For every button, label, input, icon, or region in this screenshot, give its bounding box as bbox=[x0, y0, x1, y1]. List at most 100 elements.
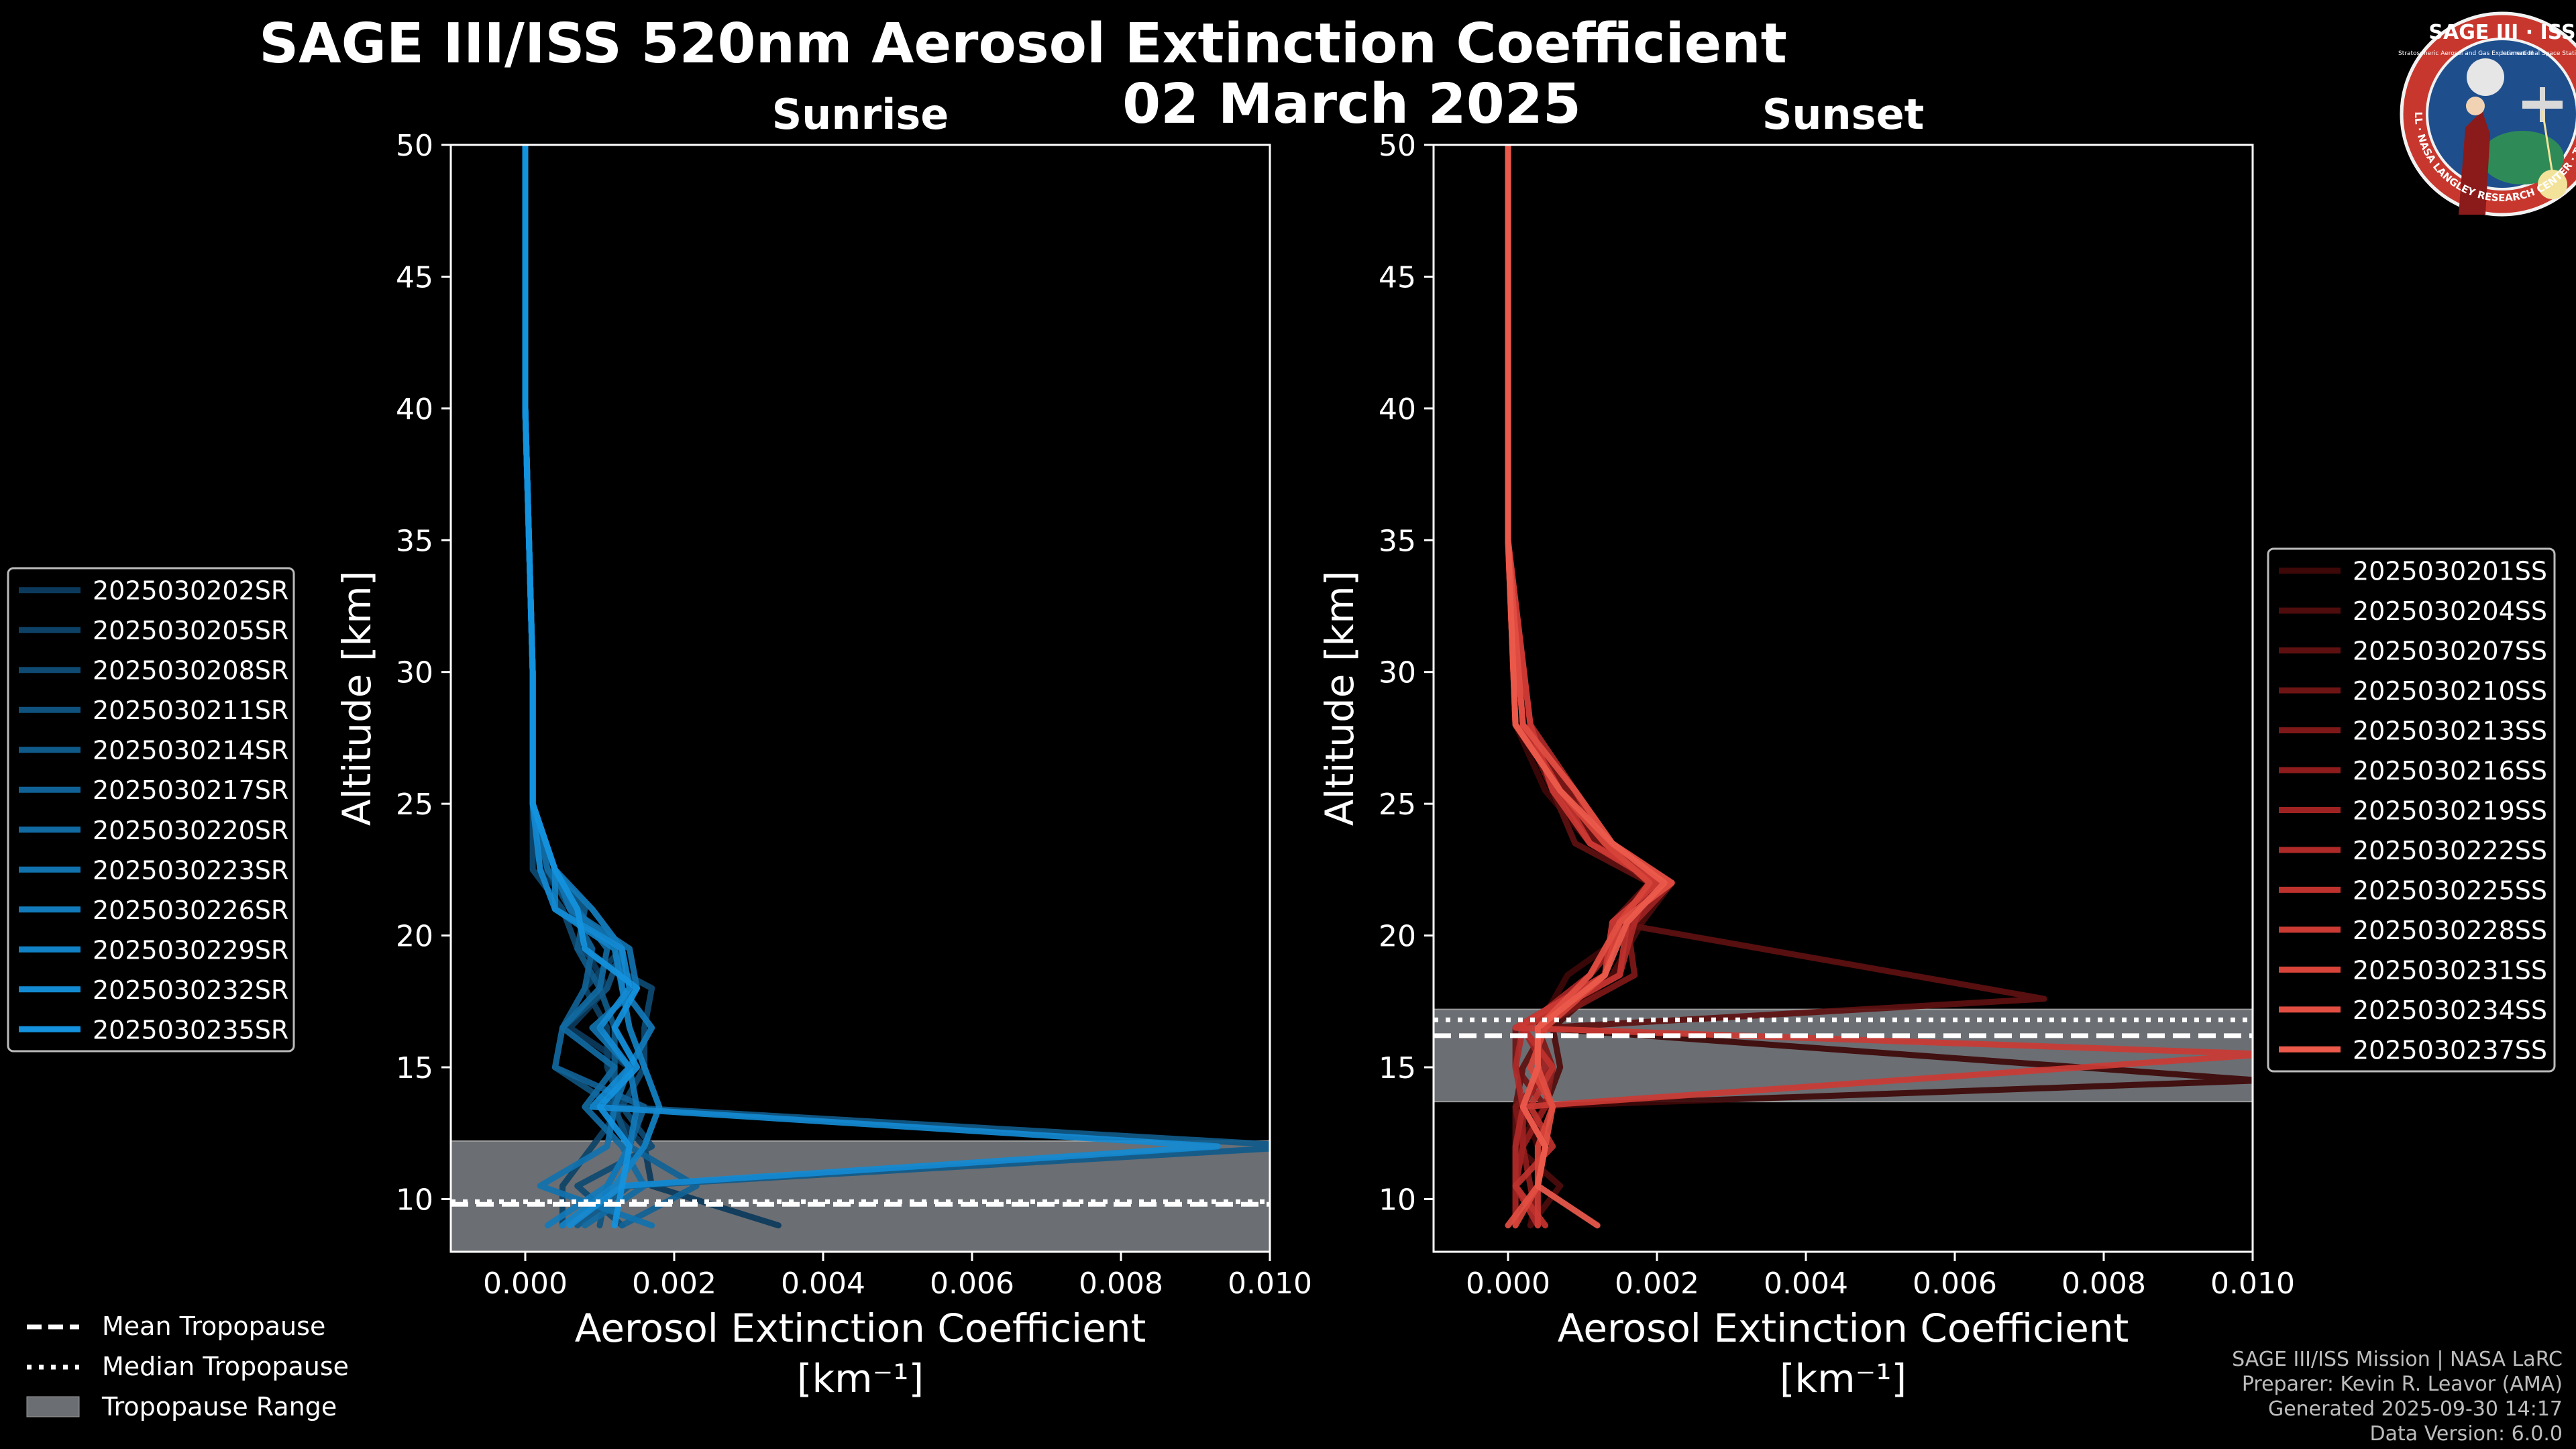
sunset-xtick-label: 0.008 bbox=[2061, 1267, 2146, 1301]
sunrise-legend-label: 2025030223SR bbox=[93, 855, 288, 885]
logo-ring-outer-border bbox=[2400, 11, 2576, 217]
logo-station-mast-icon bbox=[2540, 87, 2545, 122]
sunrise-legend: 2025030202SR 2025030205SR 2025030208SR 2025… bbox=[7, 567, 295, 1053]
sunrise-panel-title: Sunrise bbox=[772, 90, 949, 139]
sunset-xtick-label: 0.004 bbox=[1764, 1267, 1848, 1301]
sunrise-xlabel-unit: [km⁻¹] bbox=[797, 1356, 924, 1401]
sunset-legend-label: 2025030204SS bbox=[2353, 596, 2547, 626]
figure-date: 02 March 2025 bbox=[1122, 72, 1581, 136]
sunset-xlabel-unit: [km⁻¹] bbox=[1780, 1356, 1907, 1401]
sunset-legend-label: 2025030234SS bbox=[2353, 996, 2547, 1025]
sunrise-ytick-label: 15 bbox=[396, 1051, 433, 1085]
logo-title: SAGE III · ISS bbox=[2428, 21, 2575, 44]
sunset-legend-label: 2025030231SS bbox=[2353, 955, 2547, 985]
sunset-legend: 2025030201SS 2025030204SS 2025030207SS 2025… bbox=[2267, 547, 2556, 1073]
sunset-legend-label: 2025030210SS bbox=[2353, 676, 2547, 706]
tropopause-range-label: Tropopause Range bbox=[101, 1392, 337, 1421]
sunset-panel: 0.000 0.002 0.004 0.006 0.008 0.010 10 15 20 25 30… bbox=[1317, 90, 2556, 1401]
sunset-legend-label: 2025030228SS bbox=[2353, 916, 2547, 945]
sunrise-legend-label: 2025030208SR bbox=[93, 656, 288, 686]
sunset-series-2025030234SS bbox=[1505, 145, 1675, 1229]
sunset-ylabel: Altitude [km] bbox=[1317, 571, 1362, 826]
sunrise-ytick-label: 50 bbox=[396, 129, 433, 163]
sunrise-ytick-label: 35 bbox=[396, 524, 433, 558]
tropopause-legend: Mean Tropopause Median Tropopause Tropop… bbox=[26, 1311, 349, 1421]
sunset-legend-label: 2025030201SS bbox=[2353, 557, 2547, 586]
sunrise-legend-label: 2025030235SR bbox=[93, 1015, 288, 1044]
sunset-xtick-label: 0.002 bbox=[1615, 1267, 1699, 1301]
sunrise-xtick-label: 0.010 bbox=[1228, 1267, 1312, 1301]
sunset-legend-label: 2025030222SS bbox=[2353, 836, 2547, 865]
charts: 0.000 0.002 0.004 0.006 0.008 0.010 10 15 20 25 30… bbox=[7, 90, 2556, 1401]
sunrise-legend-label: 2025030226SR bbox=[93, 896, 288, 925]
sunrise-legend-label: 2025030220SR bbox=[93, 816, 288, 845]
sunset-ytick-label: 10 bbox=[1379, 1183, 1416, 1217]
logo-moon-icon bbox=[2467, 58, 2504, 96]
sunset-ytick-label: 15 bbox=[1379, 1051, 1416, 1085]
sunset-series-group bbox=[1505, 145, 2253, 1229]
logo-inner-left-text: Stratospheric Aerosol and Gas Experiment… bbox=[2398, 50, 2534, 57]
sunset-series-2025030222SS bbox=[1505, 145, 1653, 1229]
sunset-xtick-label: 0.010 bbox=[2210, 1267, 2295, 1301]
sunrise-legend-label: 2025030229SR bbox=[93, 935, 288, 965]
sunset-ytick-label: 20 bbox=[1379, 920, 1416, 954]
logo-head-icon bbox=[2466, 97, 2485, 115]
sunrise-legend-box bbox=[7, 567, 295, 1053]
sunrise-ytick-label: 25 bbox=[396, 788, 433, 822]
sunrise-xtick-label: 0.008 bbox=[1079, 1267, 1163, 1301]
logo-beam-icon bbox=[2541, 110, 2554, 175]
sunrise-legend-label: 2025030232SR bbox=[93, 975, 288, 1005]
sunset-ytick-label: 45 bbox=[1379, 260, 1416, 294]
logo-earth-icon bbox=[2481, 131, 2564, 184]
sunrise-xtick-label: 0.002 bbox=[632, 1267, 716, 1301]
sunrise-legend-label: 2025030214SR bbox=[93, 736, 288, 765]
sunset-legend-label: 2025030225SS bbox=[2353, 875, 2547, 905]
sunset-xtick-label: 0.006 bbox=[1913, 1267, 1997, 1301]
tropopause-range-swatch bbox=[26, 1396, 80, 1417]
sunset-xlabel: Aerosol Extinction Coefficient bbox=[1558, 1305, 2129, 1351]
mean-tropopause-label: Mean Tropopause bbox=[102, 1311, 325, 1341]
sunrise-axes-frame bbox=[449, 144, 1271, 1253]
sunrise-legend-label: 2025030211SR bbox=[93, 696, 288, 725]
sunrise-xlabel: Aerosol Extinction Coefficient bbox=[575, 1305, 1146, 1351]
footer: SAGE III/ISS Mission | NASA LaRC Prepare… bbox=[2232, 1348, 2563, 1446]
sunset-panel-title: Sunset bbox=[1762, 90, 1925, 139]
sunset-legend-label: 2025030213SS bbox=[2353, 716, 2547, 746]
sunrise-ytick-label: 10 bbox=[396, 1183, 433, 1217]
figure-title: SAGE III/ISS 520nm Aerosol Extinction Co… bbox=[259, 12, 1787, 76]
sunrise-panel: 0.000 0.002 0.004 0.006 0.008 0.010 10 15 20 25 30… bbox=[7, 90, 1312, 1401]
sunset-ytick-label: 30 bbox=[1379, 656, 1416, 690]
footer-preparer: Preparer: Kevin R. Leavor (AMA) bbox=[2242, 1373, 2563, 1396]
median-tropopause-label: Median Tropopause bbox=[102, 1352, 349, 1381]
footer-data-version: Data Version: 6.0.0 bbox=[2370, 1422, 2563, 1446]
sunset-legend-label: 2025030216SS bbox=[2353, 756, 2547, 786]
sunset-legend-label: 2025030219SS bbox=[2353, 796, 2547, 826]
sunrise-ytick-label: 45 bbox=[396, 260, 433, 294]
sunset-legend-label: 2025030237SS bbox=[2353, 1035, 2547, 1065]
sunset-ytick-label: 35 bbox=[1379, 524, 1416, 558]
logo-sun-icon bbox=[2538, 170, 2567, 199]
sunrise-legend-label: 2025030202SR bbox=[93, 576, 288, 606]
sunrise-ytick-label: 30 bbox=[396, 656, 433, 690]
sunrise-legend-label: 2025030217SR bbox=[93, 775, 288, 805]
sunrise-ylabel: Altitude [km] bbox=[334, 571, 380, 826]
footer-generated: Generated 2025-09-30 14:17 bbox=[2268, 1397, 2563, 1421]
logo-figure-icon bbox=[2459, 111, 2490, 215]
sunset-series-2025030237SS bbox=[1505, 145, 1668, 1229]
sunset-ytick-label: 25 bbox=[1379, 788, 1416, 822]
sunset-xtick-label: 0.000 bbox=[1466, 1267, 1550, 1301]
footer-mission: SAGE III/ISS Mission | NASA LaRC bbox=[2232, 1348, 2563, 1371]
sunrise-ytick-label: 40 bbox=[396, 392, 433, 427]
sunrise-xtick-label: 0.006 bbox=[930, 1267, 1014, 1301]
sunset-legend-label: 2025030207SS bbox=[2353, 637, 2547, 666]
sunrise-series-group bbox=[522, 145, 1270, 1229]
sunrise-legend-label: 2025030205SR bbox=[93, 616, 288, 645]
sunrise-ytick-label: 20 bbox=[396, 920, 433, 954]
sunset-legend-box bbox=[2267, 547, 2556, 1073]
logo-inner-right-text: International Space Station bbox=[2502, 50, 2576, 57]
sunrise-xtick-label: 0.004 bbox=[781, 1267, 865, 1301]
sunset-ytick-label: 40 bbox=[1379, 392, 1416, 427]
sunset-axes-frame bbox=[1432, 144, 2254, 1253]
sunrise-xtick-label: 0.000 bbox=[483, 1267, 568, 1301]
